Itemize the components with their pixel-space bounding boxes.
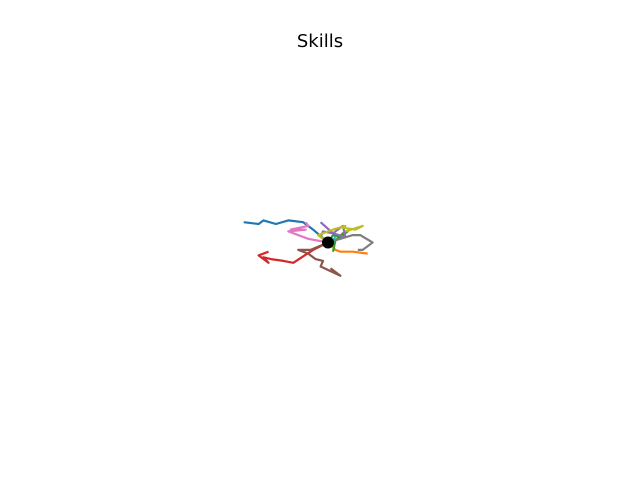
series-line-1 [243,219,329,244]
center-point [322,236,334,249]
series-line-4 [257,241,329,264]
series-line-9 [317,224,364,244]
series-line-6 [297,241,342,277]
series-line-8 [327,234,374,251]
series-line-7 [287,221,329,244]
chart-title: Skills [296,31,344,52]
